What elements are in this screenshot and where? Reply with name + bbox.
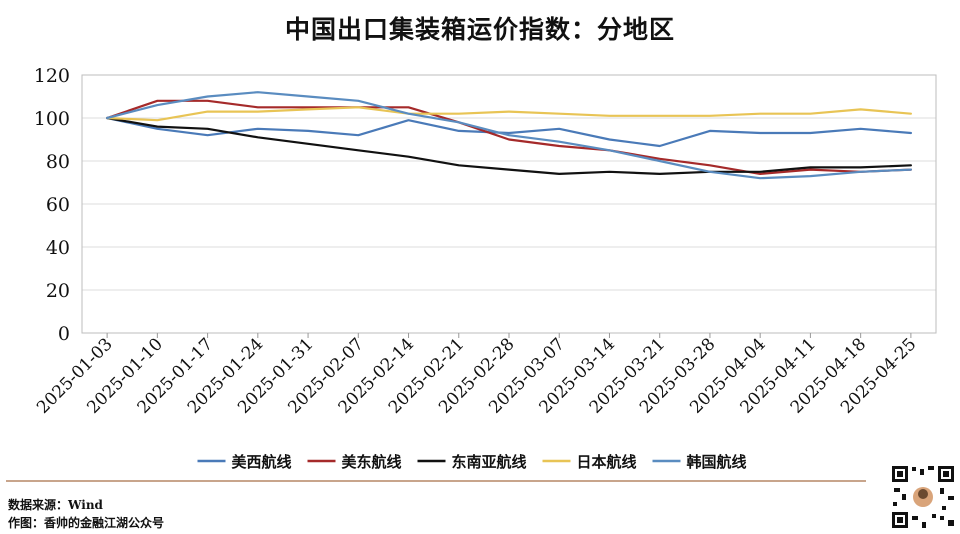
legend-label: 日本航线 [577,453,637,471]
series-line-5 [105,91,913,180]
legend-item: 韩国航线 [652,453,747,471]
y-tick-label: 80 [46,151,70,173]
legend-label: 东南亚航线 [452,453,527,471]
y-tick-label: 40 [46,237,70,259]
legend-item: 日本航线 [542,453,637,471]
y-tick-label: 0 [58,323,70,345]
footer-notes: 数据来源：Wind 作图：香帅的金融江湖公众号 [8,496,164,532]
series-line-3 [105,116,913,175]
legend-label: 美东航线 [342,453,402,471]
qr-code-icon [890,464,956,530]
footer-divider [6,480,866,482]
legend-label: 美西航线 [232,453,292,471]
legend-item: 东南亚航线 [417,453,527,471]
series-line-1 [105,116,913,148]
legend-item: 美东航线 [307,453,402,471]
author-credit: 作图：香帅的金融江湖公众号 [8,516,165,530]
series-line-2 [105,99,913,175]
series-line-4 [105,106,913,122]
y-tick-label: 100 [34,108,70,130]
y-tick-label: 20 [46,280,70,302]
y-tick-label: 120 [34,65,70,87]
legend-label: 韩国航线 [687,453,747,471]
data-source: 数据来源：Wind [8,498,103,512]
legend-item: 美西航线 [197,453,292,471]
y-tick-label: 60 [46,194,70,216]
chart-title: 中国出口集装箱运价指数：分地区 [284,15,675,44]
